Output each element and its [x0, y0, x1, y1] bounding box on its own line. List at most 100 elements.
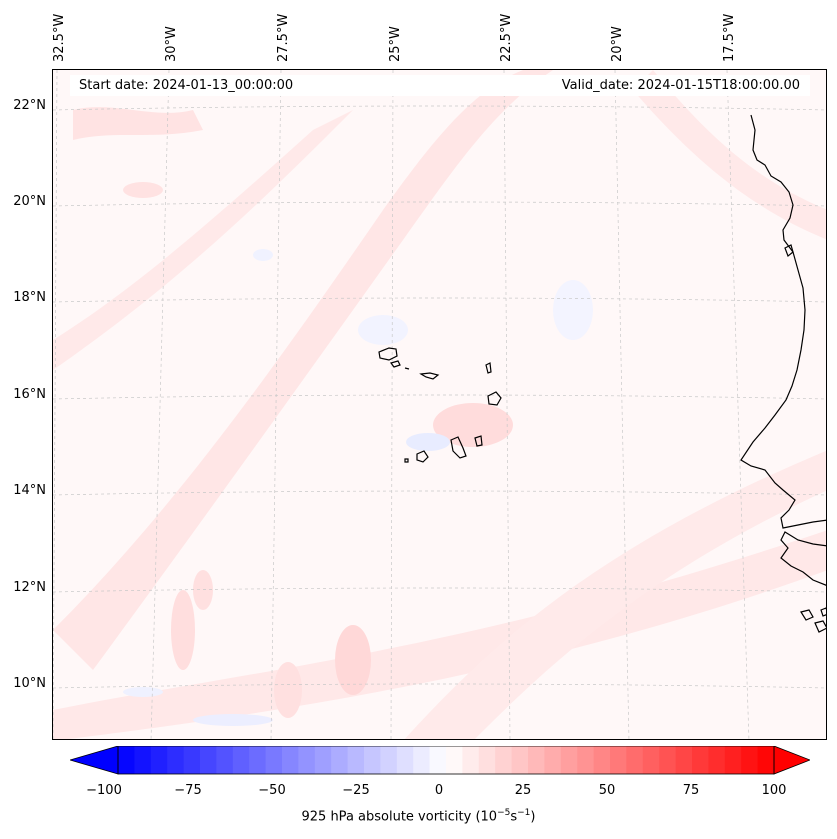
- colorbar-segment: [593, 746, 611, 774]
- gridline-lon: [726, 70, 750, 739]
- colorbar-segment: [446, 746, 463, 774]
- gridline-lon: [503, 70, 511, 739]
- gridline-lat: [53, 105, 826, 111]
- colorbar-segment: [364, 746, 381, 774]
- colorbar-segment: [692, 746, 709, 774]
- negative-vorticity-spot: [553, 280, 593, 340]
- vorticity-spot: [433, 403, 513, 447]
- vorticity-band: [404, 450, 826, 739]
- colorbar-segment: [232, 746, 250, 774]
- vorticity-spot: [193, 570, 213, 610]
- colorbar-segment: [331, 746, 349, 774]
- lon-label-27-5w: 27.5°W: [276, 13, 291, 62]
- valid-date-label: Valid_date: 2024-01-15T18:00:00.00: [561, 78, 800, 93]
- start-date-label: Start date: 2024-01-13_00:00:00: [79, 78, 294, 93]
- colorbar-tick-neg50: −50: [258, 783, 286, 798]
- info-bar: [70, 75, 810, 96]
- vorticity-spot: [171, 590, 195, 670]
- lat-label-14n: 14°N: [13, 483, 46, 498]
- island-brava: [404, 458, 409, 463]
- vorticity-spot: [274, 662, 302, 718]
- island-santiago: [450, 436, 467, 459]
- lat-label-22n: 22°N: [13, 98, 46, 113]
- gridline-lon: [150, 70, 170, 739]
- colorbar-segment: [429, 746, 447, 774]
- colorbar-segment: [577, 746, 595, 774]
- colorbar-segment: [282, 746, 299, 774]
- colorbar-segment: [216, 746, 234, 774]
- colorbar-tick-100: 100: [761, 783, 787, 798]
- island-bijagos: [800, 609, 814, 621]
- colorbar-segment: [462, 746, 480, 774]
- island-santo-antao: [378, 347, 398, 361]
- lon-label-30w: 30°W: [164, 26, 179, 62]
- colorbar-tick-75: 75: [682, 783, 700, 798]
- colorbar-segment: [560, 746, 578, 774]
- negative-vorticity-spot: [358, 315, 408, 345]
- colorbar-segment: [249, 746, 267, 774]
- colorbar-segment: [380, 746, 398, 774]
- island-bijagos: [814, 620, 826, 633]
- island-sao-vicente: [389, 360, 401, 368]
- gridlines: [53, 70, 826, 739]
- colorbar-segment: [265, 746, 283, 774]
- coastline-gambia-guinea-bissau: [780, 531, 826, 586]
- lat-label-16n: 16°N: [13, 387, 46, 402]
- colorbar-tick-neg75: −75: [174, 783, 202, 798]
- colorbar-segment: [134, 746, 152, 774]
- colorbar-segment: [659, 746, 677, 774]
- colorbar-segment: [610, 746, 627, 774]
- colorbar-segment: [544, 746, 562, 774]
- colorbar-segment: [511, 746, 529, 774]
- vorticity-band: [53, 110, 353, 370]
- colorbar-segment: [528, 746, 545, 774]
- cape-verde-islands: [378, 347, 502, 463]
- vorticity-band: [73, 107, 203, 140]
- colorbar-tick-neg25: −25: [342, 783, 370, 798]
- colorbar-segment: [298, 746, 316, 774]
- gridline-lon: [614, 70, 630, 739]
- gridline-lon: [390, 70, 394, 739]
- gridline-lon: [270, 70, 282, 739]
- colorbar-segment: [314, 746, 332, 774]
- lat-label-12n: 12°N: [13, 580, 46, 595]
- gridline-lat: [53, 201, 826, 207]
- lon-label-22-5w: 22.5°W: [499, 13, 514, 62]
- colorbar: [70, 746, 810, 775]
- colorbar-tick-neg100: −100: [86, 783, 122, 798]
- vorticity-field: [53, 70, 826, 739]
- gridline-lat: [53, 297, 826, 303]
- colorbar-tick-50: 50: [598, 783, 616, 798]
- negative-vorticity-spot: [406, 433, 450, 451]
- colorbar-segment: [708, 746, 726, 774]
- colorbar-segment: [642, 746, 660, 774]
- coastline-mauritania-senegal: [740, 114, 826, 529]
- lon-label-20w: 20°W: [610, 26, 625, 62]
- gridline-lat: [53, 587, 826, 593]
- colorbar-segment: [675, 746, 693, 774]
- negative-vorticity-spot: [253, 249, 273, 261]
- map-canvas: [53, 70, 826, 739]
- gridline-lon: [53, 70, 58, 739]
- lat-label-20n: 20°N: [13, 194, 46, 209]
- island-dakar-area: [784, 244, 794, 257]
- vorticity-spot: [123, 182, 163, 198]
- colorbar-segment: [118, 746, 135, 774]
- island-boa-vista: [487, 391, 502, 406]
- colorbar-segment: [757, 746, 775, 774]
- colorbar-segment: [478, 746, 496, 774]
- island-fogo: [416, 450, 429, 463]
- colorbar-segment: [396, 746, 414, 774]
- vorticity-band: [53, 70, 553, 670]
- colorbar-tick-25: 25: [514, 783, 532, 798]
- colorbar-extend-low: [70, 746, 119, 775]
- colorbar-segment: [724, 746, 742, 774]
- lon-label-25w: 25°W: [388, 26, 403, 62]
- lon-label-17-5w: 17.5°W: [722, 13, 737, 62]
- colorbar-segments: [118, 746, 775, 774]
- colorbar-segment: [167, 746, 185, 774]
- vorticity-map: [52, 69, 827, 740]
- colorbar-segment: [495, 746, 513, 774]
- gridline-lat: [53, 490, 826, 496]
- african-coastline: [740, 114, 826, 633]
